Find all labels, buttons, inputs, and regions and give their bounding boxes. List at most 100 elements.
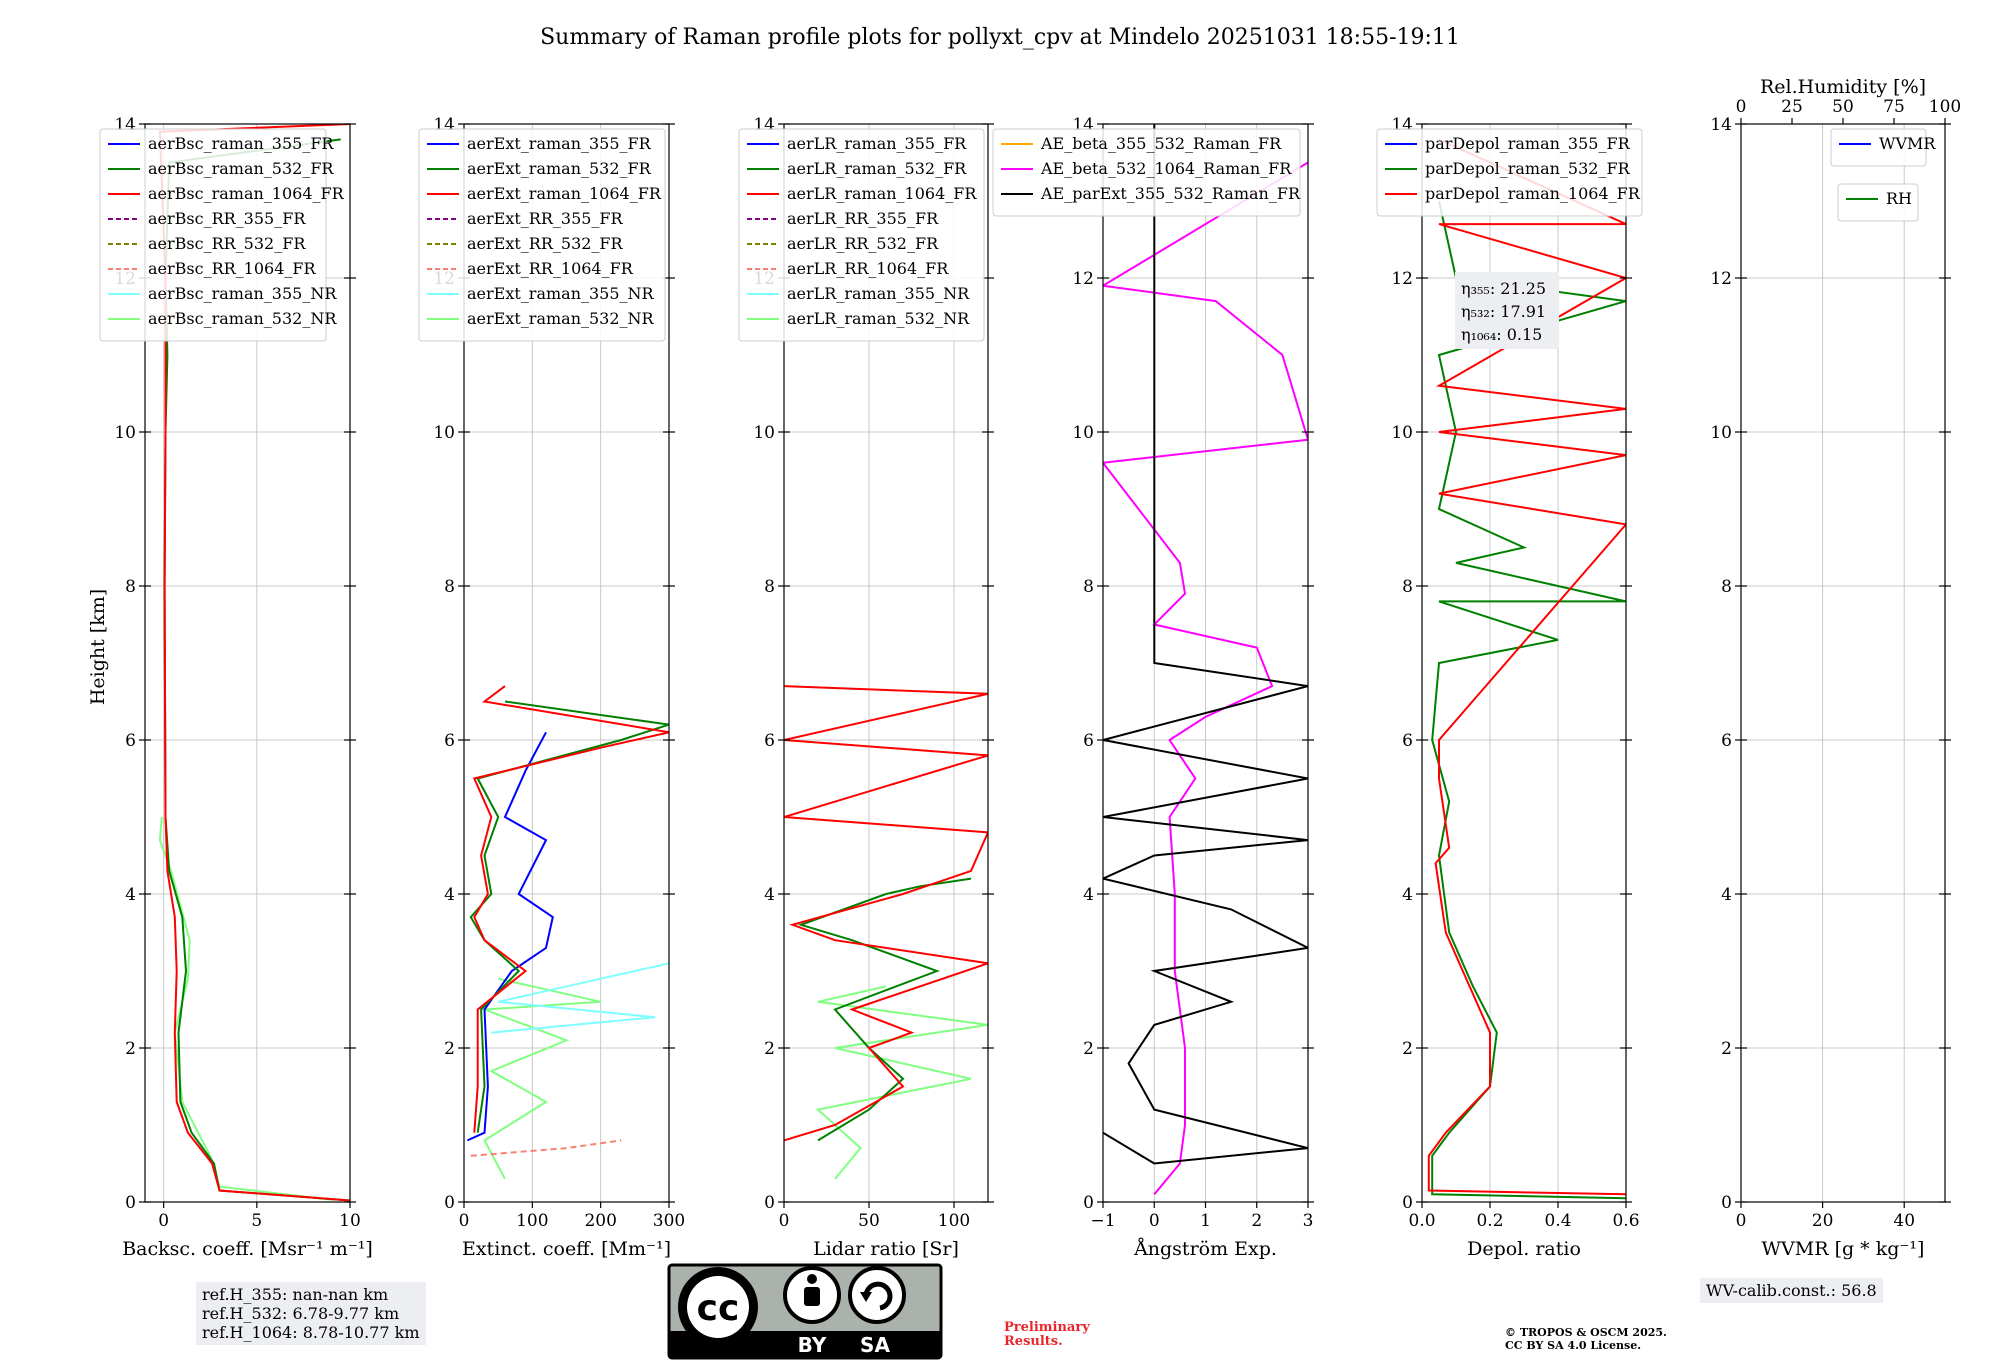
y-tick-label: 12 xyxy=(1072,269,1094,289)
legend-entry: aerExt_raman_355_NR xyxy=(467,284,655,303)
by-text: BY xyxy=(798,1333,827,1357)
legend: parDepol_raman_355_FR parDepol_raman_532_… xyxy=(1376,128,1643,217)
x-tick-label: 100 xyxy=(516,1211,548,1231)
x-axis-label: Ångström Exp. xyxy=(1133,1238,1277,1260)
y-tick-label: 6 xyxy=(125,731,136,751)
y-tick-label: 4 xyxy=(125,885,136,905)
legend-entry: aerLR_RR_1064_FR xyxy=(787,259,949,278)
legend-entry: aerExt_raman_532_NR xyxy=(467,309,655,328)
y-tick-label: 10 xyxy=(433,423,455,443)
series-line-aerLR_raman_532_NR xyxy=(815,985,988,1180)
copyright-note: © TROPOS & OSCM 2025. CC BY SA 4.0 Licen… xyxy=(1505,1326,1667,1352)
legend-entry: aerBsc_raman_1064_FR xyxy=(148,184,345,203)
y-tick-label: 2 xyxy=(1402,1039,1413,1059)
x-axis-label: Backsc. coeff. [Msr⁻¹ m⁻¹] xyxy=(122,1238,373,1260)
x-tick-label: 3 xyxy=(1303,1211,1314,1231)
x2-tick-label: 25 xyxy=(1781,97,1803,117)
y-tick-label: 2 xyxy=(1083,1039,1094,1059)
legend-entry: aerLR_raman_355_FR xyxy=(787,134,967,153)
wv-calibration-constant: WV-calib.const.: 56.8 xyxy=(1706,1281,1877,1300)
y-tick-label: 2 xyxy=(444,1039,455,1059)
legend-frame xyxy=(1376,128,1643,217)
y-tick-label: 0 xyxy=(125,1193,136,1213)
x-tick-label: 20 xyxy=(1812,1211,1834,1231)
axes-frame xyxy=(144,123,351,1203)
y-tick-label: 2 xyxy=(1721,1039,1732,1059)
preliminary-results-note: Preliminary Results. xyxy=(1004,1321,1090,1349)
y-tick-label: 6 xyxy=(764,731,775,751)
legend-entry: aerBsc_raman_355_FR xyxy=(148,134,334,153)
legend-entry: aerExt_RR_355_FR xyxy=(467,209,624,228)
x-tick-label: 0 xyxy=(459,1211,470,1231)
x2-tick-label: 100 xyxy=(1929,97,1961,117)
y-tick-label: 0 xyxy=(444,1193,455,1213)
legend-entry: aerExt_raman_355_FR xyxy=(467,134,652,153)
legend: aerLR_raman_355_FR aerLR_raman_532_FR aerL… xyxy=(738,128,985,342)
x-tick-label: 40 xyxy=(1893,1211,1915,1231)
cc-license-badge: cc BY SA xyxy=(667,1263,943,1360)
series-line-parDepol_raman_532_FR xyxy=(1431,200,1626,1200)
series-group xyxy=(1103,124,1308,1195)
results-line: Results. xyxy=(1004,1334,1063,1349)
copyright-line: © TROPOS & OSCM 2025. xyxy=(1505,1326,1667,1339)
y-tick-label: 10 xyxy=(1710,423,1732,443)
y-tick-label: 0 xyxy=(1083,1193,1094,1213)
legend-frame xyxy=(418,128,666,342)
y-tick-label: 0 xyxy=(764,1193,775,1213)
series-line-aerExt_raman_355_FR xyxy=(466,731,554,1142)
legend-entry: AE_beta_532_1064_Raman_FR xyxy=(1040,159,1292,178)
y-tick-label: 10 xyxy=(1391,423,1413,443)
x-tick-label: 10 xyxy=(339,1211,361,1231)
legend-frame xyxy=(1837,183,1919,222)
legend-entry: aerLR_raman_1064_FR xyxy=(787,184,977,203)
y-tick-label: 10 xyxy=(114,423,136,443)
legend-entry: aerLR_RR_532_FR xyxy=(787,234,939,253)
y-tick-label: 4 xyxy=(1083,885,1094,905)
series-line-AE_parExt_355_532_Raman_FR xyxy=(1103,124,1308,1165)
license-line: CC BY SA 4.0 License. xyxy=(1505,1339,1642,1352)
series-line-aerLR_raman_532_FR xyxy=(797,877,972,1142)
y-tick-label: 8 xyxy=(125,577,136,597)
legend-frame xyxy=(738,128,985,342)
x-tick-label: 100 xyxy=(938,1211,970,1231)
legend: aerExt_raman_355_FR aerExt_raman_532_FRae… xyxy=(418,128,666,342)
x2-tick-label: 0 xyxy=(1736,97,1747,117)
y-tick-label: 10 xyxy=(1072,423,1094,443)
legend-entry: aerLR_raman_532_FR xyxy=(787,159,967,178)
y-tick-label: 8 xyxy=(1083,577,1094,597)
legend-entry: RH xyxy=(1886,189,1912,208)
legend-entry: aerBsc_raman_532_NR xyxy=(148,309,337,328)
axes-frame xyxy=(1740,123,1946,1203)
x-tick-label: 1 xyxy=(1200,1211,1211,1231)
legend-entry: WVMR xyxy=(1879,134,1936,153)
legend-entry: aerExt_raman_532_FR xyxy=(467,159,652,178)
reference-height-box: ref.H_355: nan-nan km ref.H_532: 6.78-9.… xyxy=(196,1282,426,1345)
x-axis-label: Lidar ratio [Sr] xyxy=(813,1238,959,1260)
legend-entry: aerLR_raman_355_NR xyxy=(787,284,970,303)
y-tick-label: 4 xyxy=(764,885,775,905)
series-line-aerExt_raman_532_NR xyxy=(483,977,601,1180)
legend: AE_beta_355_532_Raman_FR AE_beta_532_1064… xyxy=(992,128,1301,217)
legend: aerBsc_raman_355_FR aerBsc_raman_532_FRae… xyxy=(99,128,345,342)
x-tick-label: −1 xyxy=(1090,1211,1115,1231)
ref-height-1064: ref.H_1064: 8.78-10.77 km xyxy=(202,1323,420,1342)
sa-share-icon xyxy=(848,1266,906,1324)
y-tick-label: 6 xyxy=(1083,731,1094,751)
y-tick-label: 6 xyxy=(1402,731,1413,751)
x-tick-label: 0 xyxy=(158,1211,169,1231)
legend-entry: aerLR_RR_355_FR xyxy=(787,209,939,228)
x2-tick-label: 75 xyxy=(1883,97,1905,117)
x-axis-label: WVMR [g * kg⁻¹] xyxy=(1762,1238,1925,1260)
y-tick-label: 4 xyxy=(1721,885,1732,905)
y-tick-label: 10 xyxy=(753,423,775,443)
sa-text: SA xyxy=(860,1333,890,1357)
chart-panels: 024681012140510Backsc. coeff. [Msr⁻¹ m⁻¹… xyxy=(99,76,1961,1260)
series-line-aerBsc_raman_532_NR xyxy=(158,816,332,1201)
x-tick-label: 5 xyxy=(251,1211,262,1231)
series-line-aerExt_raman_1064_FR xyxy=(472,685,669,1133)
legend-entry: aerExt_raman_1064_FR xyxy=(467,184,662,203)
y-tick-label: 0 xyxy=(1402,1193,1413,1213)
